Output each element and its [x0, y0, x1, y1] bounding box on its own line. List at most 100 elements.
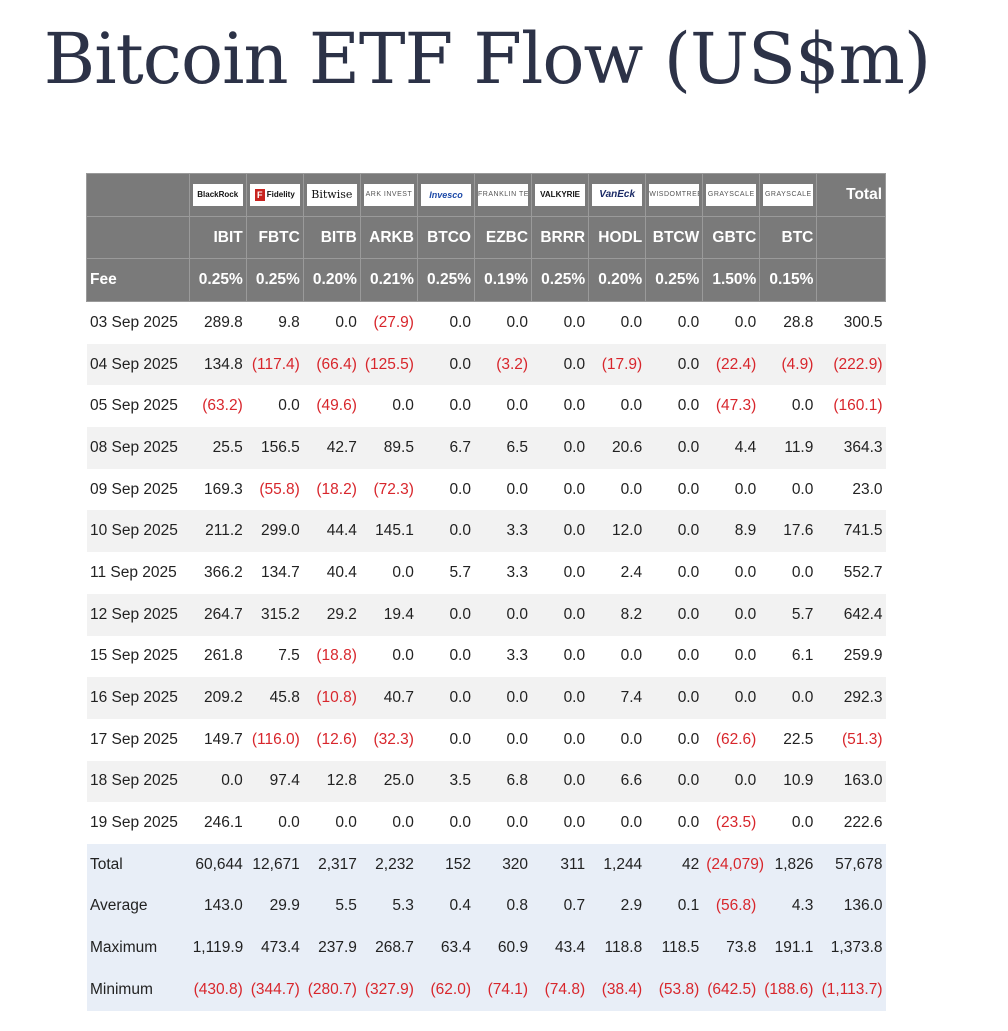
flow-cell: 4.3	[759, 885, 817, 928]
flow-cell: 320	[474, 843, 532, 886]
row-label: 03 Sep 2025	[86, 301, 190, 344]
flow-cell: 0.0	[417, 468, 475, 511]
flow-cell: 0.0	[645, 677, 703, 719]
page-title: Bitcoin ETF Flow (US$m)	[43, 18, 931, 100]
valkyrie-logo: VALKYRIE	[535, 184, 586, 206]
row-label: 16 Sep 2025	[86, 677, 190, 719]
flow-cell: 118.8	[588, 927, 646, 969]
flow-cell: 5.7	[417, 552, 475, 594]
table-row: 05 Sep 2025 (63.2) 0.0 (49.6) 0.0 0.0 0.0 0.0 0.…	[86, 385, 886, 428]
flow-cell: 0.1	[645, 885, 703, 928]
flow-cell: 25.0	[360, 760, 418, 803]
flow-cell: (32.3)	[360, 718, 418, 761]
flow-cell: 0.0	[531, 468, 589, 511]
flow-cell: 9.8	[246, 301, 304, 344]
row-total-cell: 23.0	[816, 468, 886, 511]
blackrock-logo: BlackRock	[192, 184, 243, 206]
bitwise-logo: Bitwise	[306, 184, 357, 206]
flow-cell: 0.0	[360, 552, 418, 594]
flow-cell: 3.3	[474, 510, 532, 553]
flow-cell: 261.8	[189, 635, 247, 678]
flow-cell: 6.7	[417, 427, 475, 469]
flow-cell: 246.1	[189, 802, 247, 844]
flow-cell: 0.0	[246, 385, 304, 428]
flow-cell: 73.8	[702, 927, 760, 969]
flow-cell: 0.0	[645, 510, 703, 553]
flow-cell: (62.6)	[702, 718, 760, 761]
flow-cell: 0.8	[474, 885, 532, 928]
flow-cell: 209.2	[189, 677, 247, 719]
ticker-header: BTC	[759, 216, 818, 259]
flow-cell: 0.0	[417, 635, 475, 678]
flow-cell: 268.7	[360, 927, 418, 969]
row-label: 12 Sep 2025	[86, 593, 190, 636]
fee-label: Fee	[86, 258, 190, 302]
flow-cell: 149.7	[189, 718, 247, 761]
flow-cell: (23.5)	[702, 802, 760, 844]
flow-cell: (117.4)	[246, 343, 304, 386]
table-row: 09 Sep 2025 169.3 (55.8) (18.2) (72.3) 0.0 0.0…	[86, 468, 886, 511]
flow-cell: 3.3	[474, 635, 532, 678]
row-label: Maximum	[86, 927, 190, 969]
flow-cell: (18.8)	[303, 635, 361, 678]
flow-cell: 237.9	[303, 927, 361, 969]
flow-cell: 29.2	[303, 593, 361, 636]
flow-cell: (3.2)	[474, 343, 532, 386]
flow-cell: 5.7	[759, 593, 817, 636]
corner-cell	[86, 216, 190, 259]
row-total-cell: (160.1)	[816, 385, 886, 428]
table-row: 12 Sep 2025 264.7 315.2 29.2 19.4 0.0 0.0 0.0 8.…	[86, 593, 886, 636]
flow-cell: 7.4	[588, 677, 646, 719]
flow-cell: 0.0	[588, 802, 646, 844]
flow-cell: (10.8)	[303, 677, 361, 719]
flow-cell: 40.7	[360, 677, 418, 719]
flow-cell: 0.0	[645, 593, 703, 636]
flow-cell: (63.2)	[189, 385, 247, 428]
flow-cell: 0.0	[759, 677, 817, 719]
flow-cell: 473.4	[246, 927, 304, 969]
issuer-logo-cell: GRAYSCALE	[702, 173, 761, 217]
wisdomtree-logo: WISDOMTREE	[649, 184, 700, 206]
flow-cell: 0.0	[702, 593, 760, 636]
row-label: 05 Sep 2025	[86, 385, 190, 428]
flow-cell: 0.7	[531, 885, 589, 928]
flow-cell: 134.8	[189, 343, 247, 386]
flow-cell: 0.0	[531, 802, 589, 844]
flow-cell: 0.0	[417, 718, 475, 761]
flow-cell: 0.0	[474, 718, 532, 761]
flow-cell: 169.3	[189, 468, 247, 511]
issuer-logo-cell: GRAYSCALE	[759, 173, 818, 217]
flow-cell: (188.6)	[759, 969, 817, 1011]
row-label: 09 Sep 2025	[86, 468, 190, 511]
flow-cell: (642.5)	[702, 969, 760, 1011]
fee-value: 0.19%	[473, 258, 533, 302]
flow-cell: 0.0	[531, 677, 589, 719]
flow-cell: 44.4	[303, 510, 361, 553]
ticker-header: BRRR	[531, 216, 590, 259]
flow-cell: 0.0	[531, 510, 589, 553]
fee-value: 0.20%	[302, 258, 361, 302]
fee-value: 0.25%	[245, 258, 304, 302]
ticker-header: BTCW	[645, 216, 704, 259]
issuer-logo-cell: VanEck	[588, 173, 647, 217]
flow-cell: 0.0	[645, 468, 703, 511]
flow-cell: 0.0	[645, 385, 703, 428]
flow-cell: 89.5	[360, 427, 418, 469]
flow-cell: 0.0	[645, 718, 703, 761]
flow-cell: 5.5	[303, 885, 361, 928]
fee-value: 0.25%	[645, 258, 704, 302]
table-row: 11 Sep 2025 366.2 134.7 40.4 0.0 5.7 3.3 0.0 2.4…	[86, 552, 886, 594]
flow-cell: 143.0	[189, 885, 247, 928]
flow-cell: 0.0	[417, 301, 475, 344]
flow-cell: 0.0	[702, 677, 760, 719]
flow-cell: 6.1	[759, 635, 817, 678]
row-total-cell: (51.3)	[816, 718, 886, 761]
ticker-row: IBIT FBTC BITB ARKB BTCO EZBC BRRR HODL …	[86, 216, 886, 259]
flow-cell: 0.0	[588, 301, 646, 344]
flow-cell: (17.9)	[588, 343, 646, 386]
ticker-header: ARKB	[359, 216, 418, 259]
flow-cell: 156.5	[246, 427, 304, 469]
flow-cell: 0.0	[588, 718, 646, 761]
flow-cell: 6.5	[474, 427, 532, 469]
flow-cell: 0.0	[360, 635, 418, 678]
